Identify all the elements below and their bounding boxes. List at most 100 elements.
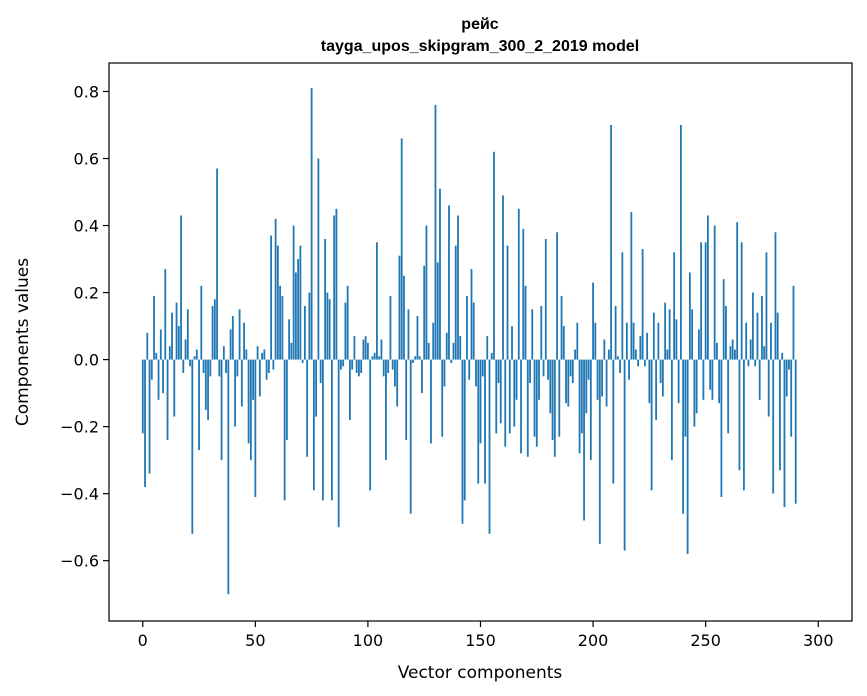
bar-126 [425, 225, 428, 360]
bar-38 [227, 359, 230, 595]
bar-201 [594, 322, 597, 360]
bar-12 [168, 346, 171, 360]
bar-131 [436, 262, 439, 360]
bar-7 [157, 359, 160, 400]
x-tick-label: 50 [245, 631, 265, 650]
bar-39 [229, 329, 232, 360]
bar-265 [738, 359, 741, 471]
bar-153 [486, 336, 489, 360]
bar-246 [695, 359, 698, 414]
bar-112 [394, 359, 396, 387]
bar-260 [727, 359, 730, 434]
bar-178 [542, 359, 545, 377]
bar-177 [540, 305, 543, 360]
bar-21 [189, 359, 191, 367]
bar-59 [274, 218, 277, 360]
x-tick-label: 150 [465, 631, 496, 650]
bar-179 [544, 238, 547, 360]
y-tick-label: 0.2 [74, 284, 99, 303]
bar-241 [684, 359, 687, 437]
bar-75 [310, 88, 313, 360]
bar-54 [263, 349, 266, 360]
bar-9 [162, 359, 164, 394]
bar-124 [421, 359, 423, 394]
bar-286 [785, 359, 788, 397]
bar-43 [238, 309, 241, 360]
bar-139 [454, 245, 457, 360]
bars-group [141, 88, 797, 595]
x-axis-ticks: 0 50 100 150 200 250 300 [138, 621, 834, 650]
bar-101 [369, 359, 372, 491]
bar-198 [587, 359, 590, 380]
bar-106 [380, 339, 383, 360]
bar-77 [315, 359, 318, 417]
bar-254 [713, 225, 716, 360]
bar-278 [767, 359, 770, 417]
bar-290 [794, 359, 797, 504]
bar-107 [382, 359, 385, 377]
bar-148 [475, 359, 477, 387]
bar-245 [693, 359, 696, 427]
bar-70 [299, 245, 302, 360]
bar-237 [675, 319, 678, 360]
bar-100 [367, 342, 369, 360]
bar-87 [337, 359, 340, 528]
bar-170 [524, 285, 527, 360]
bar-281 [774, 232, 777, 360]
bar-159 [499, 359, 502, 424]
bar-140 [457, 215, 459, 360]
bar-272 [754, 359, 757, 367]
bar-0 [141, 359, 144, 434]
bar-50 [254, 359, 257, 497]
bar-230 [659, 359, 662, 384]
bar-256 [718, 359, 721, 404]
bar-270 [749, 339, 752, 360]
bar-118 [407, 309, 410, 360]
bar-223 [643, 359, 646, 367]
bar-144 [466, 295, 468, 360]
bar-220 [637, 359, 640, 367]
bar-145 [468, 359, 471, 380]
bar-188 [565, 359, 567, 404]
bar-134 [443, 359, 446, 387]
bar-200 [592, 282, 594, 360]
bar-3 [148, 359, 151, 474]
bar-275 [761, 295, 763, 360]
bar-63 [283, 359, 286, 501]
bar-262 [731, 339, 734, 360]
bar-103 [373, 352, 376, 360]
bar-24 [195, 349, 198, 360]
bar-48 [249, 359, 252, 461]
bar-168 [520, 359, 522, 454]
bar-110 [389, 295, 392, 360]
bar-114 [398, 255, 401, 360]
bar-57 [270, 235, 273, 360]
bar-8 [159, 329, 162, 360]
bar-247 [697, 329, 700, 360]
bar-20 [186, 309, 189, 360]
bar-194 [578, 359, 581, 454]
bar-182 [551, 359, 554, 441]
bar-22 [191, 359, 194, 534]
bar-96 [358, 359, 360, 377]
bar-242 [686, 359, 689, 554]
bar-203 [598, 359, 601, 544]
bar-285 [783, 359, 786, 508]
bar-28 [204, 359, 207, 410]
bar-234 [668, 309, 671, 360]
bar-32 [213, 299, 216, 360]
bar-91 [346, 285, 349, 360]
bar-259 [725, 305, 727, 360]
bar-74 [308, 292, 311, 360]
bar-199 [589, 359, 592, 461]
bar-183 [553, 359, 556, 457]
bar-14 [173, 359, 176, 417]
bar-239 [679, 125, 682, 360]
bar-157 [495, 359, 498, 434]
bar-263 [734, 349, 736, 360]
bar-193 [576, 322, 579, 360]
bar-109 [387, 359, 390, 373]
bar-98 [362, 339, 365, 360]
bar-208 [610, 125, 612, 360]
bar-163 [508, 359, 511, 434]
